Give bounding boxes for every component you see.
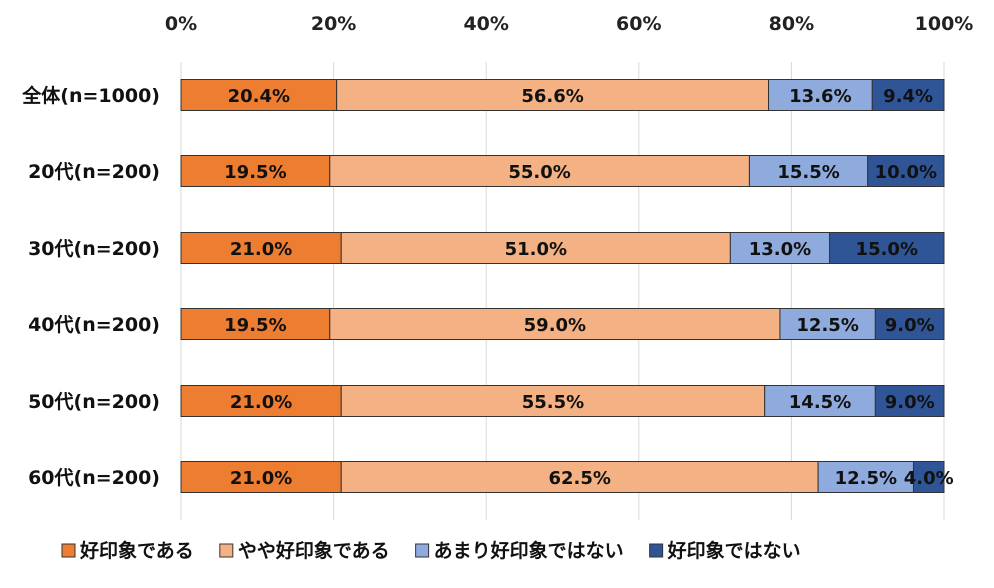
x-tick-label: 20% bbox=[311, 13, 356, 35]
data-label: 19.5% bbox=[224, 315, 286, 336]
bar-segment bbox=[817, 461, 914, 493]
category-label: 30代(n=200) bbox=[28, 238, 160, 260]
category-label: 50代(n=200) bbox=[28, 391, 160, 413]
data-label: 14.5% bbox=[789, 392, 851, 413]
bar-segment bbox=[180, 232, 342, 264]
data-label: 59.0% bbox=[524, 315, 586, 336]
data-label: 10.0% bbox=[875, 162, 937, 183]
bar-segment bbox=[867, 155, 945, 187]
bar-segment bbox=[329, 155, 750, 187]
legend: 好印象である やや好印象である あまり好印象ではない 好印象ではない bbox=[61, 539, 801, 562]
legend-label: やや好印象である bbox=[238, 539, 390, 562]
category-labels: 全体(n=1000) 20代(n=200) 30代(n=200) 40代(n=200)… bbox=[21, 84, 160, 489]
legend-swatch bbox=[219, 543, 234, 558]
x-axis-ticks: 0% 20% 40% 60% 80% 100% bbox=[165, 13, 973, 35]
x-tick-label: 100% bbox=[915, 13, 974, 35]
data-label: 55.0% bbox=[508, 162, 570, 183]
data-label: 51.0% bbox=[505, 239, 567, 260]
bar-segment bbox=[340, 385, 766, 417]
bar-segment bbox=[180, 155, 331, 187]
legend-label: 好印象である bbox=[79, 539, 194, 562]
bar-segment bbox=[180, 79, 338, 111]
data-label: 56.6% bbox=[521, 86, 583, 107]
data-label: 55.5% bbox=[522, 392, 584, 413]
category-label: 40代(n=200) bbox=[28, 314, 160, 336]
bar-segment bbox=[729, 232, 831, 264]
bar-segment bbox=[340, 232, 731, 264]
data-label: 15.5% bbox=[777, 162, 839, 183]
data-label: 9.0% bbox=[885, 392, 935, 413]
data-label: 13.6% bbox=[789, 86, 851, 107]
legend-swatch bbox=[649, 543, 664, 558]
data-label: 9.0% bbox=[885, 315, 935, 336]
bar-segment bbox=[329, 308, 781, 340]
bar-segment bbox=[829, 232, 945, 264]
bar-segment bbox=[874, 385, 945, 417]
data-label: 13.0% bbox=[749, 239, 811, 260]
data-label: 62.5% bbox=[548, 468, 610, 489]
x-tick-label: 80% bbox=[769, 13, 814, 35]
bar-segment bbox=[871, 79, 945, 111]
data-label: 21.0% bbox=[230, 468, 292, 489]
data-labels: 20.4% 56.6% 13.6% 9.4% 19.5% 55.0% 15.5% 10.0% 2… bbox=[224, 86, 954, 489]
bars bbox=[180, 79, 945, 493]
data-label: 9.4% bbox=[883, 86, 933, 107]
x-tick-label: 0% bbox=[165, 13, 197, 35]
category-label: 20代(n=200) bbox=[28, 161, 160, 183]
x-tick-label: 60% bbox=[616, 13, 661, 35]
data-label: 15.0% bbox=[856, 239, 918, 260]
data-label: 20.4% bbox=[228, 86, 290, 107]
bar-segment bbox=[912, 461, 945, 493]
data-label: 12.5% bbox=[796, 315, 858, 336]
data-label: 4.0% bbox=[904, 468, 954, 489]
data-label: 21.0% bbox=[230, 392, 292, 413]
bar-segment bbox=[180, 385, 342, 417]
bar-segment bbox=[180, 461, 342, 493]
category-label: 60代(n=200) bbox=[28, 467, 160, 489]
legend-label: 好印象ではない bbox=[667, 539, 801, 562]
bar-segment bbox=[874, 308, 945, 340]
category-label: 全体(n=1000) bbox=[21, 84, 160, 107]
x-tick-label: 40% bbox=[463, 13, 508, 35]
data-label: 19.5% bbox=[224, 162, 286, 183]
legend-label: あまり好印象ではない bbox=[434, 539, 624, 562]
gridlines bbox=[180, 62, 945, 520]
legend-swatch bbox=[415, 543, 430, 558]
bar-segment bbox=[180, 308, 331, 340]
legend-swatch bbox=[61, 543, 76, 558]
bar-segment bbox=[748, 155, 869, 187]
data-label: 12.5% bbox=[835, 468, 897, 489]
data-label: 21.0% bbox=[230, 239, 292, 260]
